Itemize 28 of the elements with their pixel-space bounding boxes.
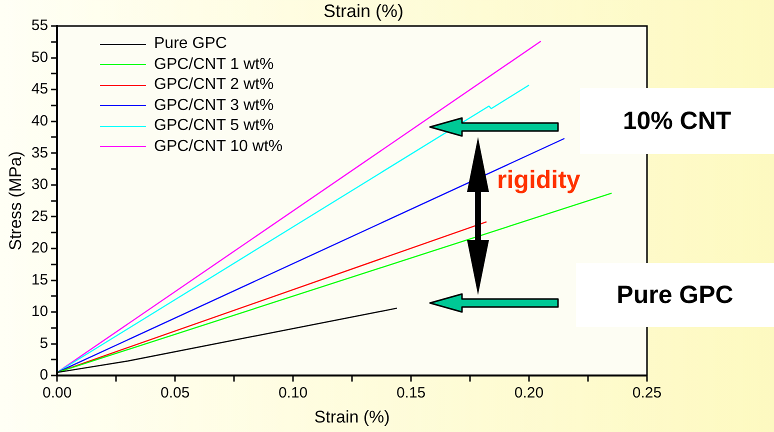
x-axis-title: Strain (%) [314,407,390,426]
legend-label: GPC/CNT 5 wt% [154,116,274,136]
y-tick-label: 55 [31,17,48,34]
y-tick-label: 5 [40,334,48,352]
x-tick-label: 0.25 [632,384,662,402]
legend-label: GPC/CNT 3 wt% [154,96,274,116]
y-tick-label: 50 [31,48,48,66]
y-axis-title: Stress (MPa) [6,151,25,250]
x-tick-label: 0.20 [514,384,544,402]
x-tick-label: 0.00 [42,384,72,402]
y-tick-label: 15 [31,271,48,288]
y-tick-label: 10 [31,303,48,320]
legend-label: Pure GPC [154,34,227,54]
legend-label: GPC/CNT 10 wt% [154,136,283,156]
annotation: rigidity [497,166,580,195]
y-tick-label: 25 [31,208,48,225]
legend-label: GPC/CNT 2 wt% [154,75,274,95]
x-tick-label: 0.05 [160,384,190,402]
x-tick-label: 0.10 [278,384,308,402]
y-tick-label: 0 [40,366,48,384]
y-tick-label: 30 [31,176,48,194]
y-tick-label: 20 [31,240,48,257]
legend-label: GPC/CNT 1 wt% [154,54,274,74]
y-tick-label: 45 [31,80,48,98]
x-tick-label: 0.15 [396,384,426,402]
y-tick-label: 35 [31,144,48,162]
chart-title: Strain (%) [323,1,404,21]
y-tick-label: 40 [31,112,48,130]
